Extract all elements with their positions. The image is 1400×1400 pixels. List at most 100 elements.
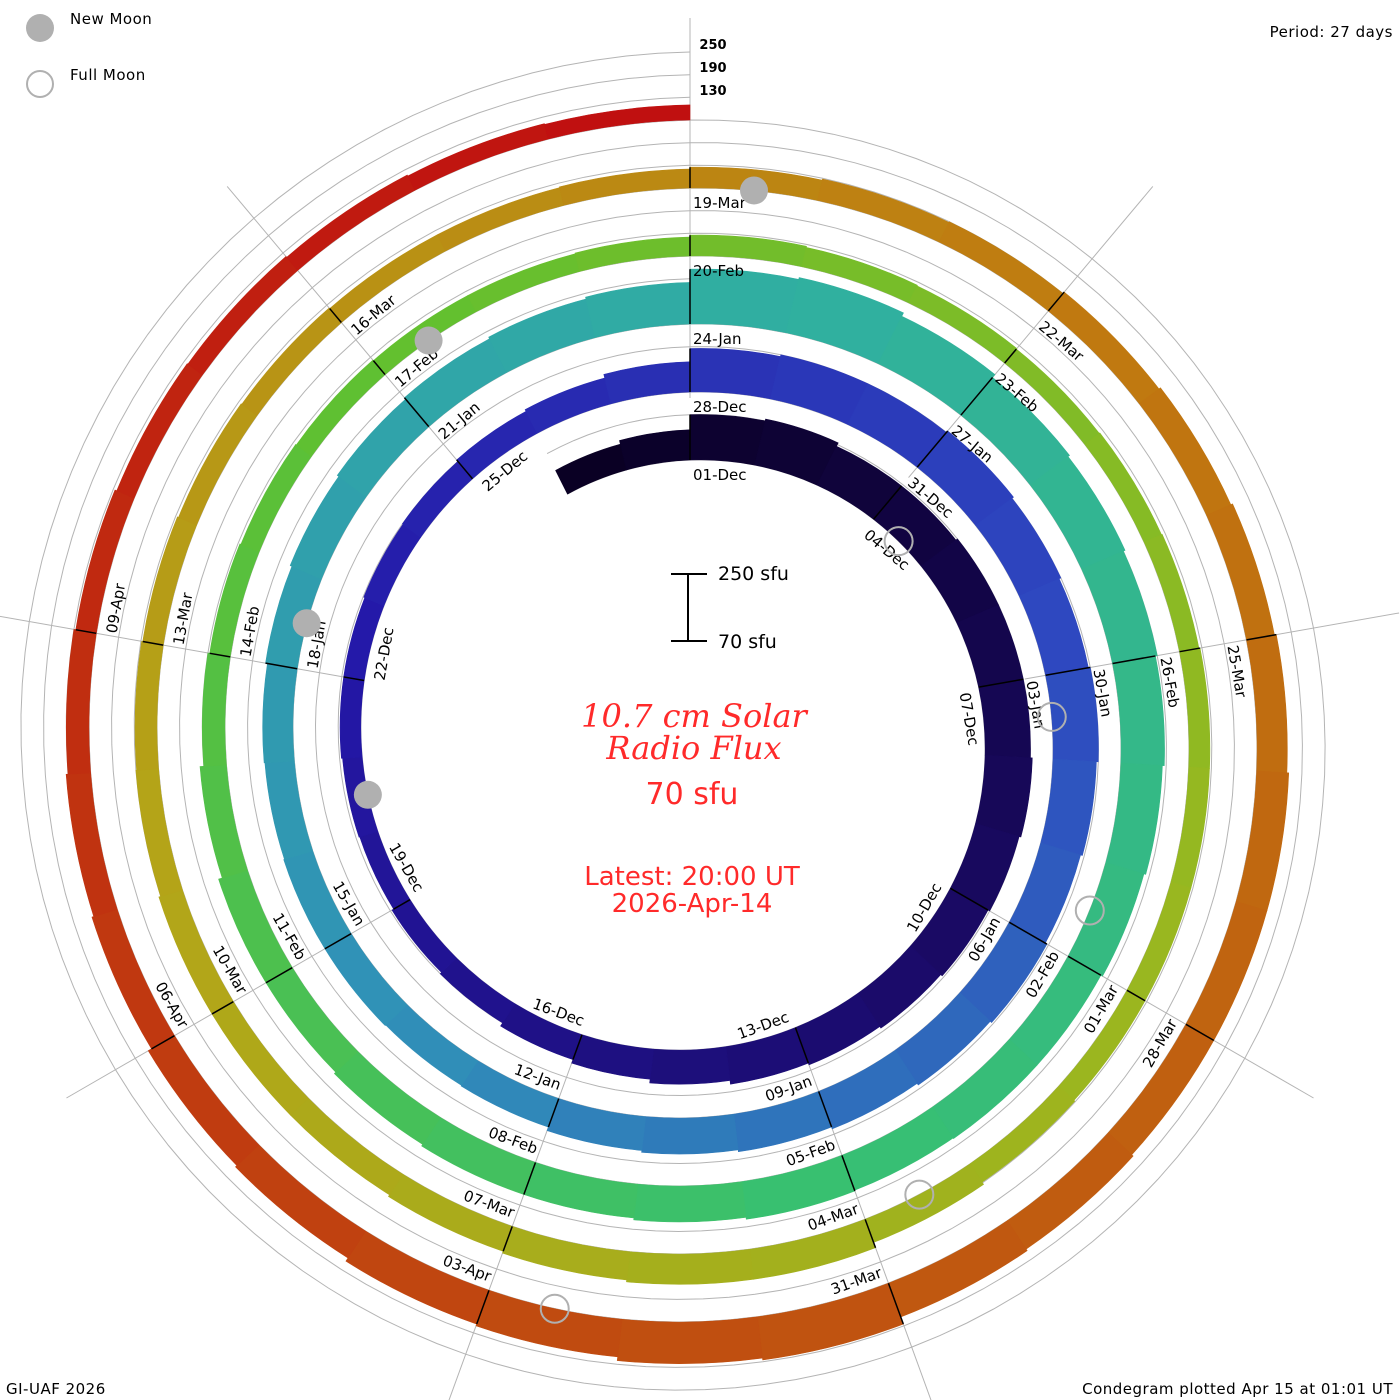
plotted-label: Condegram plotted Apr 15 at 01:01 UT: [1082, 1380, 1393, 1398]
bar-separator: [329, 308, 342, 323]
flux-bar: [241, 307, 342, 417]
flux-bar: [916, 430, 1014, 526]
bar-separator: [916, 430, 949, 468]
flux-bar: [960, 377, 1070, 486]
flux-bar: [187, 256, 299, 376]
flux-bar: [142, 516, 197, 646]
legend-new-moon-label: New Moon: [70, 10, 153, 28]
bar-separator: [372, 360, 386, 376]
flux-bar: [421, 1117, 536, 1195]
grid-level-130: 130: [699, 84, 726, 99]
flux-bar: [938, 221, 1064, 312]
flux-bar: [201, 652, 231, 767]
flux-bar: [932, 1038, 1038, 1140]
flux-bar: [158, 889, 234, 1015]
flux-bar: [116, 363, 203, 499]
flux-bar: [1081, 550, 1158, 664]
current-flux-value: 70 sfu: [646, 777, 739, 812]
flux-bar: [178, 403, 258, 526]
flux-bar: [401, 460, 473, 538]
flux-bar: [1170, 766, 1210, 889]
bar-separator: [572, 1034, 583, 1060]
bar-separator: [343, 676, 365, 682]
flux-bar: [841, 1106, 954, 1191]
bar-separator: [1047, 291, 1065, 312]
flux-bar: [65, 772, 118, 917]
period-label: Period: 27 days: [1269, 23, 1393, 41]
bar-separator: [841, 1155, 856, 1192]
flux-bar: [689, 348, 781, 400]
flux-bar: [523, 1162, 639, 1219]
legend-new-moon: New Moon: [26, 10, 152, 42]
flux-bar: [733, 1091, 832, 1153]
new-moon-marker: [739, 176, 768, 205]
flux-bar: [333, 1051, 441, 1145]
bar-separator: [794, 1027, 810, 1064]
flux-bar: [1206, 503, 1275, 641]
credit-label: GI-UAF 2026: [6, 1380, 106, 1398]
flux-bar: [754, 418, 839, 486]
flux-bar: [134, 640, 164, 771]
flux-bar: [975, 754, 1033, 838]
flux-bar: [633, 1181, 747, 1223]
bar-separator: [1185, 1023, 1215, 1042]
bar-separator: [872, 485, 903, 520]
flux-bar: [467, 253, 580, 313]
flux-bar: [235, 1144, 367, 1259]
title-line-1: 10.7 cm Solar: [581, 697, 808, 735]
flux-bar: [741, 1155, 856, 1220]
full-moon-marker: [904, 1179, 935, 1210]
flux-bar: [460, 1060, 560, 1128]
bar-separator: [887, 1282, 905, 1325]
bar-separator: [1126, 989, 1146, 1002]
grid-spiral-190: [43, 74, 1303, 1368]
bar-separator: [475, 1290, 490, 1325]
flux-bar: [546, 1098, 647, 1151]
bar-separator: [523, 1162, 537, 1195]
date-label: 07-Dec: [956, 691, 983, 747]
flux-bar: [818, 1049, 918, 1130]
flux-bar: [1235, 770, 1290, 912]
bar-separator: [1004, 348, 1017, 364]
flux-bar: [289, 476, 367, 580]
new-moon-marker: [414, 326, 443, 355]
flux-bar: [75, 489, 135, 634]
scale-bar: [671, 573, 707, 642]
grid-level-labels: 250 190 130: [699, 38, 726, 99]
bar-separator: [265, 662, 298, 670]
flux-bar: [439, 957, 516, 1024]
bar-separator: [403, 397, 430, 428]
flux-bar: [264, 760, 314, 860]
flux-bar: [949, 823, 1020, 912]
flux-bar: [1105, 762, 1163, 875]
flux-bar: [908, 285, 1018, 364]
bar-separator: [1045, 666, 1091, 677]
bar-separator: [1246, 633, 1277, 641]
date-label: 28-Dec: [693, 398, 747, 416]
legend-full-moon: Full Moon: [26, 66, 146, 98]
latest-date: 2026-Apr-14: [612, 889, 773, 919]
flux-bar: [147, 1035, 260, 1166]
flux-bar: [218, 870, 293, 984]
flux-bar: [877, 315, 996, 416]
flux-bar: [559, 168, 691, 206]
grid-level-190: 190: [699, 61, 726, 76]
flux-bar: [616, 1316, 763, 1364]
title-line-2: Radio Flux: [605, 729, 781, 767]
bar-separator: [1179, 647, 1201, 653]
full-moon-marker: [1036, 701, 1067, 732]
flux-bar: [785, 277, 904, 364]
flux-bar: [978, 678, 1031, 759]
flux-bar: [199, 764, 248, 879]
flux-bar: [1029, 456, 1126, 570]
date-label: 20-Feb: [693, 262, 744, 280]
flux-bar: [649, 1046, 731, 1085]
date-label: 09-Apr: [103, 581, 130, 634]
flux-bar: [574, 236, 691, 272]
flux-bar: [286, 174, 416, 271]
flux-bar: [240, 444, 312, 553]
bar-separator: [978, 678, 1024, 688]
flux-bar: [488, 298, 596, 373]
